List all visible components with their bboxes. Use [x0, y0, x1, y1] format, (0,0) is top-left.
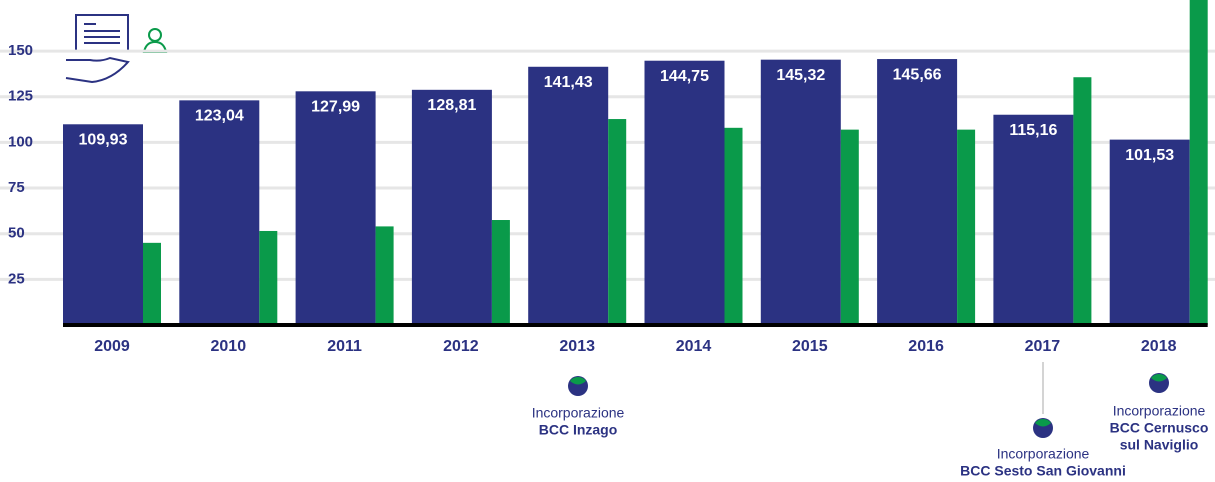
- value-label: 141,43: [544, 74, 593, 91]
- value-label: 109,93: [79, 132, 128, 149]
- bar: [608, 119, 627, 325]
- annotation: Incorporazione: [1113, 403, 1206, 419]
- bar: [179, 100, 260, 325]
- bar: [1109, 139, 1190, 325]
- bar: [295, 91, 376, 325]
- x-tick-label: 2011: [327, 338, 362, 355]
- x-tick-label: 2017: [1025, 338, 1061, 355]
- bar: [1189, 0, 1208, 325]
- y-tick-label: 150: [8, 42, 33, 59]
- bar: [877, 59, 958, 325]
- logo-icon: [65, 14, 168, 84]
- bar: [957, 129, 976, 325]
- x-tick-label: 2016: [908, 338, 944, 355]
- bar: [840, 129, 859, 325]
- bank-icon-accent: [1151, 373, 1167, 382]
- y-tick-label: 50: [8, 225, 25, 242]
- x-tick-label: 2015: [792, 338, 828, 355]
- value-label: 123,04: [195, 108, 244, 125]
- y-tick-label: 25: [8, 270, 25, 287]
- bar: [143, 242, 161, 325]
- annotation: BCC Cernusco: [1110, 420, 1209, 436]
- x-tick-label: 2013: [559, 338, 595, 355]
- bar: [259, 230, 278, 325]
- annotation: sul Naviglio: [1120, 437, 1199, 453]
- bar: [644, 60, 725, 325]
- bar: [491, 220, 510, 325]
- value-label: 101,53: [1125, 147, 1174, 164]
- annotation: BCC Sesto San Giovanni: [960, 463, 1126, 479]
- annotation: Incorporazione: [532, 405, 625, 421]
- bar: [411, 89, 492, 325]
- annotation: Incorporazione: [997, 446, 1090, 462]
- bar: [724, 127, 743, 325]
- bar: [528, 66, 609, 325]
- x-tick-label: 2012: [443, 338, 479, 355]
- bank-icon-accent: [1035, 419, 1051, 427]
- bar: [760, 59, 841, 325]
- value-label: 145,66: [893, 66, 942, 83]
- x-tick-label: 2009: [94, 338, 130, 355]
- annotation: BCC Inzago: [539, 422, 618, 438]
- y-tick-label: 100: [8, 133, 33, 150]
- y-tick-label: 75: [8, 179, 25, 196]
- value-label: 144,75: [660, 68, 709, 85]
- value-label: 145,32: [776, 67, 825, 84]
- x-tick-label: 2018: [1141, 338, 1177, 355]
- bar: [993, 114, 1074, 325]
- value-label: 115,16: [1009, 122, 1057, 139]
- bar: [63, 124, 143, 325]
- value-label: 127,99: [311, 99, 360, 116]
- y-tick-label: 125: [8, 88, 33, 105]
- value-label: 128,81: [427, 97, 476, 114]
- x-tick-label: 2014: [676, 338, 712, 355]
- bar: [375, 226, 394, 325]
- bank-icon-accent: [570, 377, 586, 385]
- x-tick-label: 2010: [211, 338, 247, 355]
- bar: [1073, 77, 1092, 325]
